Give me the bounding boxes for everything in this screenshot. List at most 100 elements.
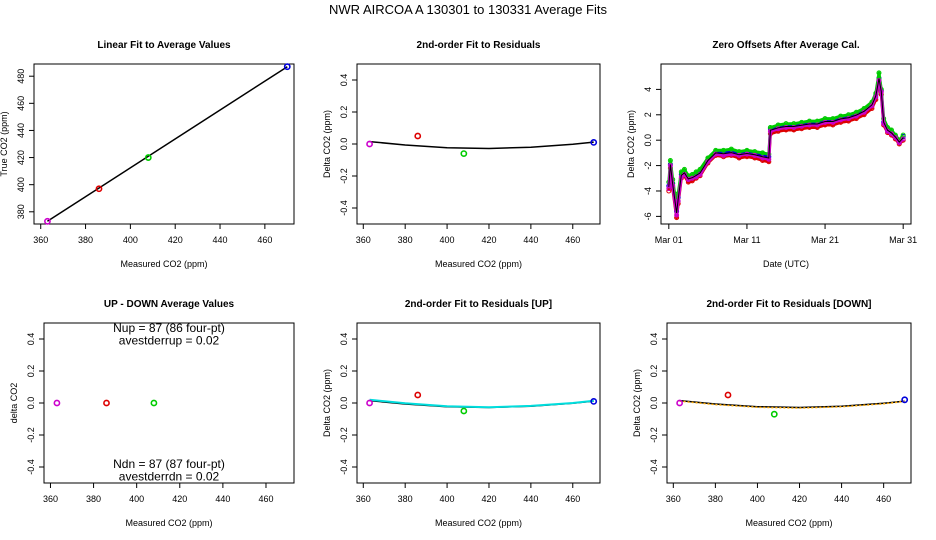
data-point-purple bbox=[366, 140, 373, 148]
y-axis-label: True CO2 (ppm) bbox=[0, 111, 9, 176]
y-tick-label: 480 bbox=[16, 69, 26, 84]
y-tick-label: 0.4 bbox=[339, 74, 349, 87]
y-tick-label: -0.2 bbox=[339, 427, 349, 443]
x-tick-label: 440 bbox=[213, 235, 228, 245]
x-tick-label: 380 bbox=[78, 235, 93, 245]
chart-panel-p1: Linear Fit to Average Values Measured CO2… bbox=[0, 40, 295, 269]
y-axis-label: Delta CO2 (ppm) bbox=[632, 369, 642, 437]
chart-title: Zero Offsets After Average Cal. bbox=[712, 40, 859, 51]
chart-panel-p6: 2nd-order Fit to Residuals [DOWN] Measure… bbox=[632, 299, 912, 528]
x-tick-label: 420 bbox=[172, 494, 187, 504]
y-tick-label: -0.4 bbox=[26, 459, 36, 475]
series-point bbox=[876, 78, 882, 84]
series-point bbox=[667, 158, 673, 164]
y-tick-label: -0.4 bbox=[339, 200, 349, 216]
series-point bbox=[736, 152, 742, 158]
data-point-purple bbox=[676, 399, 684, 407]
series-purple bbox=[666, 78, 906, 218]
y-tick-label: -0.2 bbox=[339, 168, 349, 184]
y-tick-label: 0.2 bbox=[26, 365, 36, 378]
x-tick-label: 360 bbox=[666, 494, 681, 504]
series-point bbox=[806, 122, 812, 128]
series-point bbox=[830, 119, 836, 125]
series-point bbox=[713, 151, 719, 157]
y-tick-label: 400 bbox=[16, 177, 26, 192]
chart-title: 2nd-order Fit to Residuals [DOWN] bbox=[707, 299, 872, 310]
x-tick-label: Mar 21 bbox=[811, 235, 839, 245]
y-tick-label: -0.4 bbox=[649, 459, 659, 475]
y-tick-label: 0.0 bbox=[643, 134, 653, 147]
series-point bbox=[760, 150, 766, 156]
x-tick-label: 440 bbox=[523, 494, 538, 504]
x-tick-label: 440 bbox=[523, 235, 538, 245]
data-point-green bbox=[144, 154, 152, 161]
data-point-blue bbox=[283, 63, 291, 71]
y-tick-label: -0.2 bbox=[26, 427, 36, 443]
x-tick-label: 440 bbox=[834, 494, 849, 504]
series-point bbox=[728, 146, 734, 152]
series-line bbox=[667, 81, 905, 220]
series-point bbox=[900, 136, 906, 142]
y-tick-label: 0.2 bbox=[649, 365, 659, 378]
y-tick-label: 0.2 bbox=[339, 365, 349, 378]
x-tick-label: 360 bbox=[356, 235, 371, 245]
chart-panel-p3: Zero Offsets After Average Cal. Date (UTC… bbox=[626, 40, 917, 269]
x-tick-label: 400 bbox=[440, 494, 455, 504]
fit-line-black bbox=[46, 66, 288, 222]
data-point-blue bbox=[590, 138, 598, 146]
series-red bbox=[666, 80, 906, 221]
series-point bbox=[666, 188, 672, 194]
x-tick-label: 400 bbox=[123, 235, 138, 245]
fit-line-black bbox=[369, 140, 594, 150]
data-point-green bbox=[770, 410, 778, 418]
series-point bbox=[760, 155, 766, 161]
y-tick-label: 460 bbox=[16, 96, 26, 111]
x-axis-label: Measured CO2 (ppm) bbox=[120, 259, 207, 269]
data-point-red bbox=[95, 185, 103, 193]
series-point bbox=[693, 169, 699, 175]
data-point-red bbox=[724, 391, 732, 399]
chart-panel-p4: UP - DOWN Average Values Measured CO2 (pp… bbox=[9, 299, 295, 528]
x-axis-label: Date (UTC) bbox=[763, 259, 809, 269]
y-tick-label: 0.4 bbox=[339, 333, 349, 346]
x-tick-label: Mar 31 bbox=[889, 235, 917, 245]
x-tick-label: Mar 01 bbox=[655, 235, 683, 245]
chart-title: Linear Fit to Average Values bbox=[97, 40, 231, 51]
annotation: avestderrup = 0.02 bbox=[119, 334, 220, 348]
y-tick-label: 0.2 bbox=[339, 106, 349, 119]
series-point bbox=[888, 131, 894, 137]
page-title: NWR AIRCOA A 130301 to 130331 Average Fi… bbox=[329, 2, 607, 17]
x-tick-label: 380 bbox=[708, 494, 723, 504]
data-point-purple bbox=[44, 217, 51, 225]
y-tick-label: 0.0 bbox=[339, 397, 349, 410]
x-tick-label: 460 bbox=[565, 494, 580, 504]
x-tick-label: 400 bbox=[129, 494, 144, 504]
x-tick-label: 460 bbox=[257, 235, 272, 245]
y-axis-label: Delta CO2 (ppm) bbox=[626, 110, 636, 178]
y-tick-label: -4 bbox=[643, 187, 653, 195]
data-point-red bbox=[414, 132, 422, 140]
annotation: Ndn = 87 (87 four-pt) bbox=[113, 457, 225, 471]
y-axis-label: Delta CO2 (ppm) bbox=[322, 369, 332, 437]
y-tick-label: 0.0 bbox=[649, 397, 659, 410]
data-point-purple bbox=[366, 399, 373, 407]
data-point-red bbox=[103, 399, 110, 407]
y-axis-label: Delta CO2 (ppm) bbox=[322, 110, 332, 178]
mean-line bbox=[668, 78, 904, 213]
y-axis-label: delta CO2 bbox=[9, 383, 19, 424]
series-point bbox=[681, 166, 687, 172]
chart-panel-p2: 2nd-order Fit to Residuals Measured CO2 (… bbox=[322, 40, 601, 269]
x-axis-label: Measured CO2 (ppm) bbox=[435, 518, 522, 528]
x-tick-label: 460 bbox=[876, 494, 891, 504]
x-tick-label: 420 bbox=[481, 494, 496, 504]
series-line bbox=[667, 71, 905, 209]
fit-line-orange bbox=[679, 400, 905, 409]
series-point bbox=[721, 147, 726, 153]
series-point bbox=[783, 124, 789, 130]
data-point-green bbox=[150, 399, 158, 407]
series-point bbox=[705, 159, 711, 165]
x-tick-label: 460 bbox=[258, 494, 273, 504]
y-tick-label: -0.2 bbox=[649, 427, 659, 443]
series-point bbox=[799, 123, 805, 129]
series-line bbox=[667, 76, 905, 213]
